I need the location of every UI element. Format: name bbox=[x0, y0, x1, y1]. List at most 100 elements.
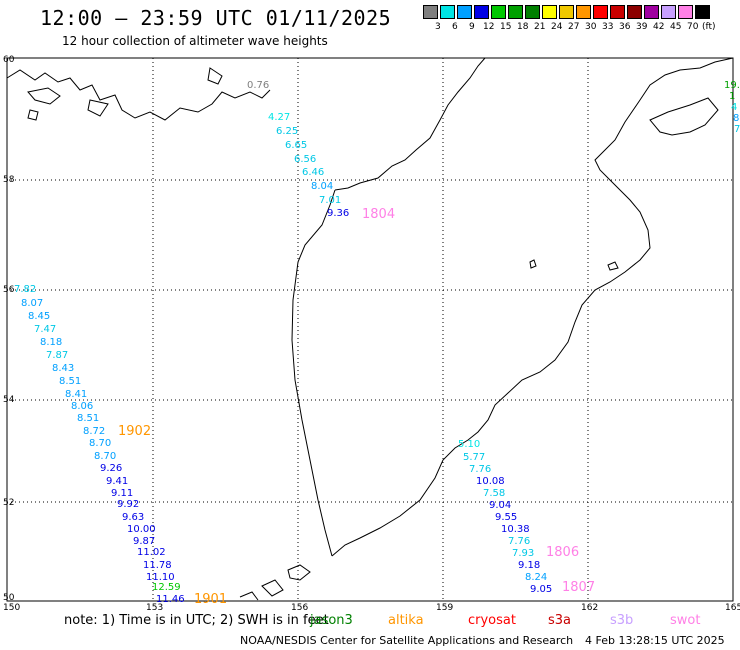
pass-time-label: 1804 bbox=[362, 207, 395, 222]
footer-credit: NOAA/NESDIS Center for Satellite Applica… bbox=[240, 634, 574, 647]
scale-swatch bbox=[644, 5, 659, 19]
observation-label: 9.63 bbox=[122, 512, 144, 523]
observation-label: 6.56 bbox=[294, 154, 316, 165]
graticule bbox=[7, 58, 733, 601]
observation-label: 6.25 bbox=[276, 126, 298, 137]
lon-label: 165 bbox=[725, 603, 740, 613]
observation-label: 6.65 bbox=[285, 140, 307, 151]
scale-swatch bbox=[610, 5, 625, 19]
observation-label: 8.70 bbox=[94, 451, 116, 462]
observation-label: 0.76 bbox=[247, 80, 269, 91]
observation-label: 9.87 bbox=[133, 536, 155, 547]
pass-time-label: 1806 bbox=[546, 545, 579, 560]
scale-swatch bbox=[440, 5, 455, 19]
observation-label: 6.46 bbox=[302, 167, 324, 178]
observation-label: 9.11 bbox=[111, 488, 133, 499]
scale-label: 24 bbox=[551, 22, 563, 32]
footer-note: note: 1) Time is in UTC; 2) SWH is in fe… bbox=[64, 613, 329, 628]
legend-item-swot: swot bbox=[670, 613, 701, 628]
scale-swatch bbox=[491, 5, 506, 19]
observation-label: 9.55 bbox=[495, 512, 517, 523]
scale-swatch bbox=[627, 5, 642, 19]
legend-item-s3a: s3a bbox=[548, 613, 572, 628]
observation-label: 7.87 bbox=[46, 350, 68, 361]
observation-label: 9.26 bbox=[100, 463, 122, 474]
pass-time-label: 1901 bbox=[194, 592, 227, 607]
observation-label: 8.70 bbox=[89, 438, 111, 449]
scale-label: 6 bbox=[452, 22, 458, 32]
scale-label: 42 bbox=[653, 22, 665, 32]
observation-label: 9.05 bbox=[530, 584, 552, 595]
observation-label: 1 bbox=[729, 91, 735, 102]
lon-label: 150 bbox=[3, 603, 20, 613]
map-frame bbox=[6, 57, 734, 602]
observation-label: 10.00 bbox=[127, 524, 156, 535]
coastline bbox=[6, 57, 734, 601]
observation-label: 8.51 bbox=[59, 376, 81, 387]
pass-time-label: 1807 bbox=[562, 580, 595, 595]
lon-label: 159 bbox=[436, 603, 453, 613]
observation-label: 11.78 bbox=[143, 560, 172, 571]
observation-label: 8 bbox=[733, 113, 739, 124]
observation-label: 7.58 bbox=[483, 488, 505, 499]
scale-label: 9 bbox=[469, 22, 475, 32]
observation-label: 8.06 bbox=[71, 401, 93, 412]
observation-label: 7.01 bbox=[319, 195, 341, 206]
observation-label: 8.51 bbox=[77, 413, 99, 424]
observation-label: 8.72 bbox=[83, 426, 105, 437]
observation-label: 12.59 bbox=[152, 582, 181, 593]
observation-label: 10.08 bbox=[476, 476, 505, 487]
scale-swatch bbox=[593, 5, 608, 19]
observation-label: 9.04 bbox=[489, 500, 511, 511]
scale-unit: (ft) bbox=[702, 22, 716, 32]
observation-label: 9.18 bbox=[518, 560, 540, 571]
scale-label: 39 bbox=[636, 22, 648, 32]
legend-item-altika: altika bbox=[388, 613, 424, 628]
scale-swatch bbox=[661, 5, 676, 19]
observation-label: 7.76 bbox=[469, 464, 491, 475]
wave-height-observations: 0.76 4.27 6.25 6.65 6.56 6.46 8.04 7.01 9.36 7.82… bbox=[14, 80, 740, 605]
lon-label: 162 bbox=[581, 603, 598, 613]
observation-label: 8.07 bbox=[21, 298, 43, 309]
observation-label: 8.24 bbox=[525, 572, 547, 583]
scale-label: 3 bbox=[435, 22, 441, 32]
lon-label: 153 bbox=[146, 603, 163, 613]
observation-label: 7.47 bbox=[34, 324, 56, 335]
lon-label: 156 bbox=[291, 603, 308, 613]
scale-swatch bbox=[542, 5, 557, 19]
pass-time-label: 1902 bbox=[118, 424, 151, 439]
observation-label: 7.93 bbox=[512, 548, 534, 559]
scale-swatch bbox=[576, 5, 591, 19]
scale-swatch bbox=[559, 5, 574, 19]
satellite-pass-times: 1804 1902 1901 1806 1807 bbox=[118, 207, 595, 607]
observation-label: 11.02 bbox=[137, 547, 166, 558]
lat-label: 60 bbox=[3, 55, 15, 65]
observation-label: 8.41 bbox=[65, 389, 87, 400]
scale-label: 33 bbox=[602, 22, 614, 32]
legend-item-cryosat: cryosat bbox=[468, 613, 516, 628]
axis-labels: 150 153 156 159 162 165 50 52 54 56 58 6… bbox=[3, 55, 740, 613]
scale-label: 27 bbox=[568, 22, 580, 32]
observation-label: 10.38 bbox=[501, 524, 530, 535]
observation-label: 9.36 bbox=[327, 208, 349, 219]
scale-label: 15 bbox=[500, 22, 512, 32]
scale-swatch bbox=[457, 5, 472, 19]
scale-swatch bbox=[678, 5, 693, 19]
map-title: 12:00 – 23:59 UTC 01/11/2025 bbox=[40, 6, 392, 30]
observation-label: 5.77 bbox=[463, 452, 485, 463]
scale-label: 70 bbox=[687, 22, 699, 32]
legend-item-jason3: jason3 bbox=[310, 613, 353, 628]
scale-label: 45 bbox=[670, 22, 682, 32]
observation-label: 11.46 bbox=[156, 594, 185, 605]
observation-label: 9.92 bbox=[117, 499, 139, 510]
scale-swatch bbox=[525, 5, 540, 19]
lat-label: 50 bbox=[3, 593, 15, 603]
scale-label: 18 bbox=[517, 22, 529, 32]
observation-label: 8.18 bbox=[40, 337, 62, 348]
observation-label: 8.45 bbox=[28, 311, 50, 322]
lat-label: 54 bbox=[3, 395, 15, 405]
scale-label: 36 bbox=[619, 22, 631, 32]
scale-label: 21 bbox=[534, 22, 546, 32]
observation-label: 4.27 bbox=[268, 112, 290, 123]
observation-label: 7.76 bbox=[508, 536, 530, 547]
